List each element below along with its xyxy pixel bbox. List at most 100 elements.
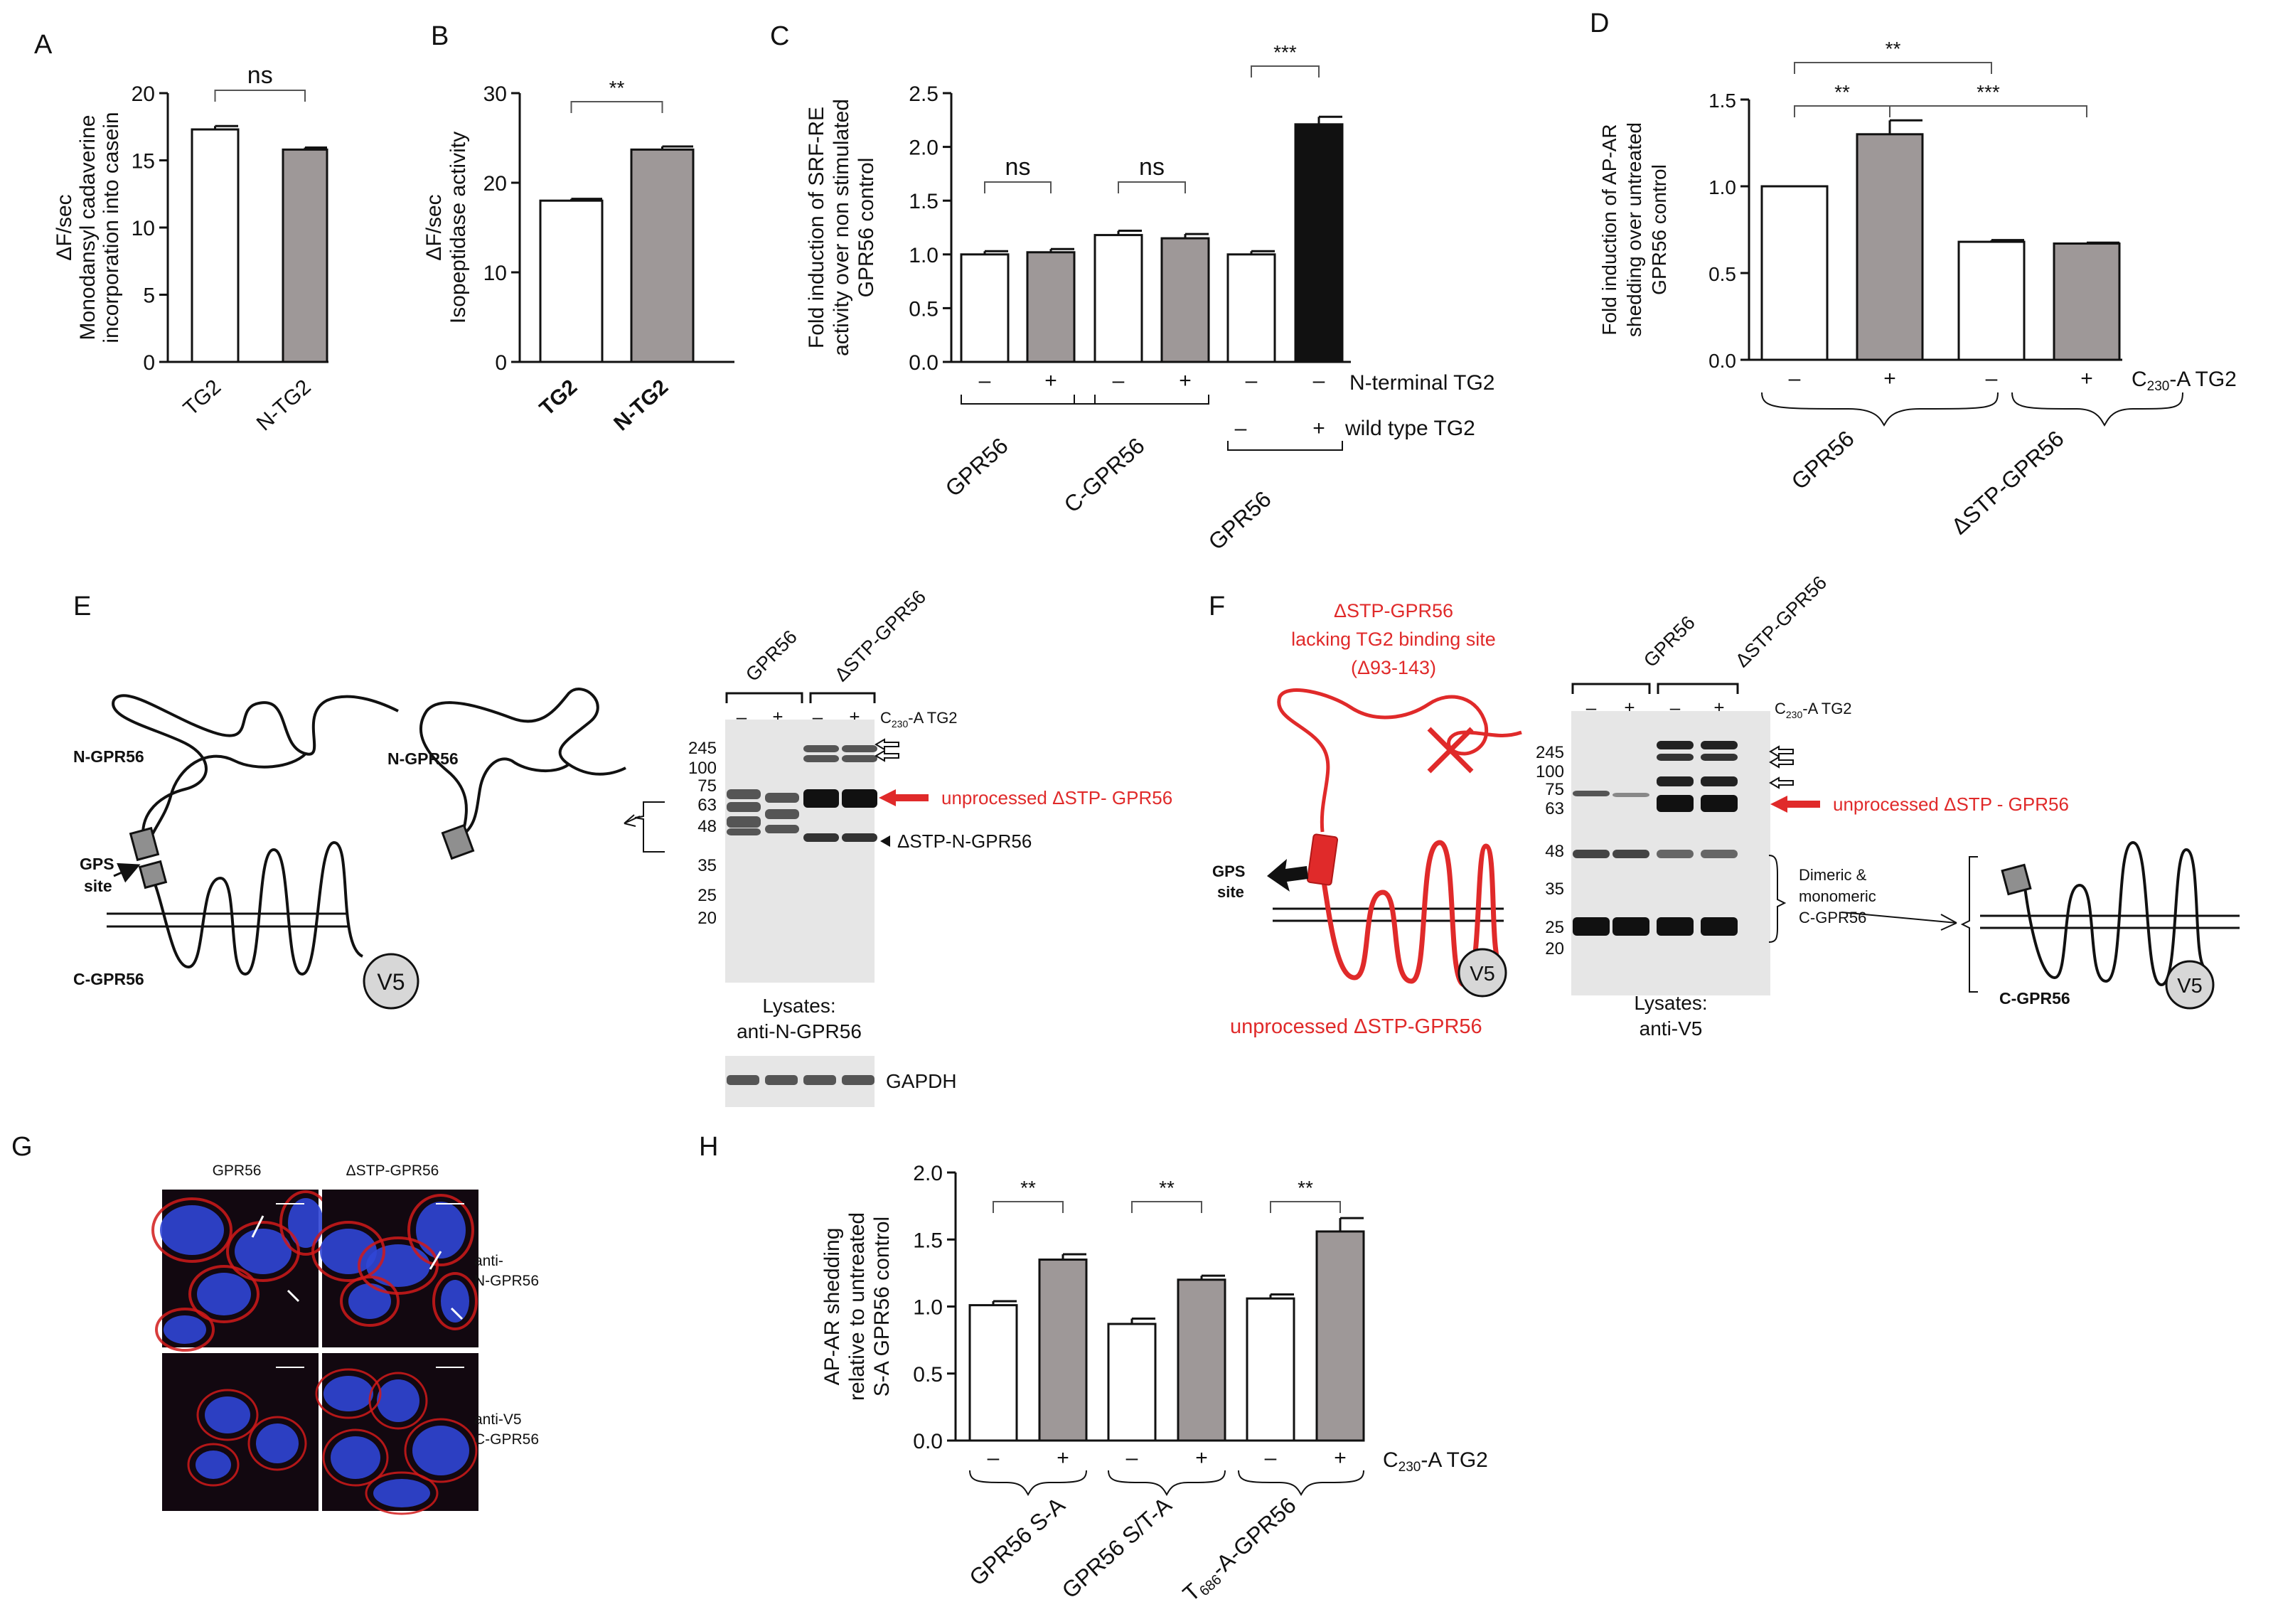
y-tick-label: 0 (495, 351, 507, 375)
blot-red-label: unprocessed ΔSTP - GPR56 (1833, 794, 2069, 815)
y-axis-label: incorporation into casein (100, 112, 123, 343)
c-gpr56-label: C-GPR56 (73, 970, 144, 988)
group-brace (1108, 1470, 1226, 1497)
bar (1177, 1278, 1226, 1442)
e-link-arrowhead (624, 814, 636, 827)
g-col-header-2: ΔSTP-GPR56 (346, 1163, 439, 1179)
f-gps-domain (1306, 833, 1339, 886)
n-gpr56-label-2: N-GPR56 (387, 749, 459, 768)
mw-marker: 25 (1545, 918, 1564, 937)
group-bracket (1227, 441, 1343, 451)
micrographs (151, 1190, 478, 1515)
significance-label: ** (609, 77, 625, 99)
v5-tag-e (363, 953, 419, 1010)
g-col-header-1: GPR56 (213, 1163, 262, 1179)
membrane-stain (247, 1416, 307, 1471)
hollow-arrow-icon (1769, 776, 1794, 789)
bar (1093, 234, 1143, 363)
f-title-line-2: lacking TG2 binding site (1291, 629, 1496, 650)
y-axis-label: Monodansyl cadaverine (76, 115, 100, 341)
y-axis-label: activity over non stimulated (830, 99, 853, 356)
bar (539, 199, 604, 363)
nucleus (235, 1229, 292, 1274)
blot-band (1573, 917, 1610, 936)
blot-band (727, 816, 761, 828)
y-tick-label: 1.0 (909, 244, 938, 267)
nucleus (288, 1198, 323, 1248)
bar (191, 128, 240, 363)
group-bracket (961, 395, 1209, 405)
x-category-label: TG2 (179, 375, 225, 421)
mw-marker: 75 (1545, 780, 1564, 799)
hollow-arrow-icon (1769, 745, 1794, 758)
x-category-label: N-TG2 (252, 375, 316, 436)
blot-band (1573, 791, 1610, 796)
blot-band (1657, 741, 1694, 749)
y-tick-label: 2.0 (909, 137, 938, 160)
blot-band (1701, 754, 1738, 761)
bar (1226, 253, 1276, 363)
group-brace (1761, 392, 1999, 427)
group-brace (969, 1470, 1087, 1497)
gapdh-band (765, 1075, 798, 1085)
nucleus (256, 1423, 299, 1463)
mw-marker: 48 (697, 817, 717, 836)
y-tick-label: 1.0 (1708, 176, 1736, 198)
treatment-label: C230-A TG2 (2132, 368, 2237, 394)
red-arrow-icon (879, 789, 929, 806)
nucleus (160, 1205, 224, 1255)
blot-red-label: unprocessed ΔSTP- GPR56 (941, 787, 1172, 808)
black-arrowhead-icon (880, 835, 890, 847)
group-label: GPR56 (1787, 425, 1859, 494)
gps-site-label-2: site (84, 877, 112, 895)
y-axis-label: Isopeptidase activity (446, 132, 470, 324)
blot-band (803, 789, 839, 808)
g-row2-label-1: anti-V5 (474, 1411, 522, 1428)
blot-band (803, 833, 839, 842)
bar (960, 253, 1010, 363)
hollow-arrow-icon (1769, 756, 1794, 769)
significance-bracket (1251, 65, 1320, 78)
blot-column-header: GPR56 (1640, 611, 1699, 671)
y-tick-label: 0.5 (1708, 263, 1736, 285)
blot-band (1657, 776, 1694, 786)
mw-marker: 63 (1545, 799, 1564, 818)
y-tick-label: 1.5 (913, 1229, 943, 1252)
blot-band (1657, 917, 1694, 936)
treatment-sign: + (1044, 369, 1057, 392)
mw-marker: 25 (697, 886, 717, 905)
significance-label: ** (1020, 1177, 1036, 1199)
nucleus (323, 1376, 373, 1411)
group-label: GPR56 (941, 432, 1013, 501)
mw-marker: 35 (697, 856, 717, 875)
blot-band (842, 833, 877, 842)
panel-label-c: C (770, 21, 789, 51)
blot-column-header: GPR56 (742, 626, 801, 685)
significance-label: *** (1977, 81, 2000, 103)
gps-pointer (113, 862, 141, 883)
blot-band (842, 755, 877, 762)
blot-band (727, 789, 761, 799)
treatment-sign: + (2080, 367, 2093, 390)
n-gpr56-loop (112, 694, 399, 850)
blot-band (1701, 741, 1738, 749)
f-deletion-x-icon (1427, 727, 1474, 774)
bar (2053, 242, 2121, 361)
bar (1315, 1230, 1365, 1442)
blot-membrane (725, 720, 875, 983)
nucleus (441, 1280, 469, 1323)
chart-c: 0.0 0.5 1.0 1.5 2.0 2.5 Fold induction of SRF-… (805, 41, 1495, 555)
membrane-stain (196, 1389, 259, 1441)
panel-label-g: G (11, 1132, 33, 1162)
y-axis-label: AP-AR shedding (820, 1228, 844, 1386)
treatment-label: C230-A TG2 (1383, 1448, 1488, 1475)
panel-label-h: H (699, 1132, 718, 1162)
group-label: GPR56 S/T-A (1057, 1492, 1177, 1603)
blot-band (1613, 793, 1649, 797)
panel-label-f: F (1209, 592, 1225, 621)
blot-column-header: ΔSTP-GPR56 (1731, 572, 1831, 671)
blot-band (1613, 850, 1649, 858)
significance-bracket (984, 181, 1052, 193)
y-tick-label: 15 (132, 150, 155, 173)
